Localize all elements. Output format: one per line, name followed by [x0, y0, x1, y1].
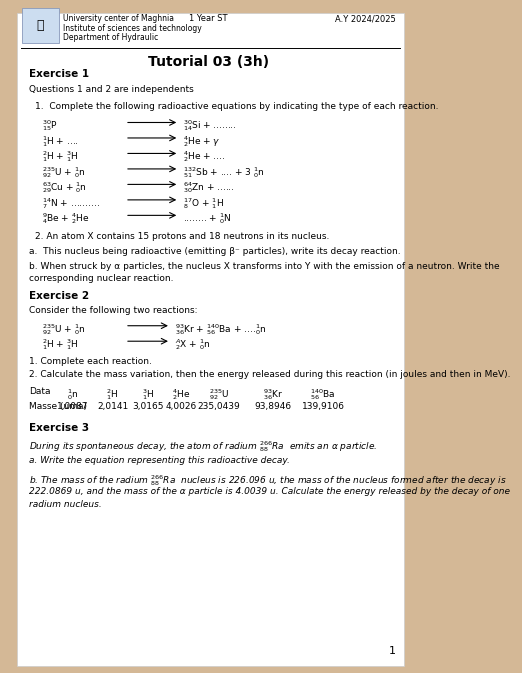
Text: 222.0869 u, and the mass of the α particle is 4.0039 u. Calculate the energy rel: 222.0869 u, and the mass of the α partic…	[29, 487, 510, 495]
Text: $^{63}_{29}$Cu + $^{1}_{0}$n: $^{63}_{29}$Cu + $^{1}_{0}$n	[42, 180, 87, 195]
Text: 3,0165: 3,0165	[132, 402, 164, 411]
Text: $^{93}_{36}$Kr + $^{140}_{56}$Ba + ....$^{1}_{0}$n: $^{93}_{36}$Kr + $^{140}_{56}$Ba + ....$…	[175, 322, 266, 336]
Text: Department of Hydraulic: Department of Hydraulic	[63, 33, 159, 42]
Text: 2. An atom X contains 15 protons and 18 neutrons in its nucleus.: 2. An atom X contains 15 protons and 18 …	[35, 232, 330, 241]
Text: Exercise 2: Exercise 2	[29, 291, 89, 301]
Text: $^{30}_{14}$Si + ........: $^{30}_{14}$Si + ........	[183, 118, 237, 133]
Text: 1 Year ST: 1 Year ST	[189, 14, 228, 23]
Text: ........ + $^{1}_{0}$N: ........ + $^{1}_{0}$N	[183, 211, 232, 226]
Text: $^{93}_{36}$Kr: $^{93}_{36}$Kr	[263, 387, 283, 402]
FancyBboxPatch shape	[17, 13, 404, 666]
Text: $^{9}_{4}$Be + $^{4}_{2}$He: $^{9}_{4}$Be + $^{4}_{2}$He	[42, 211, 89, 226]
Text: 1: 1	[389, 646, 396, 656]
Text: b. The mass of the radium $^{266}_{88}Ra$  nucleus is 226.096 u, the mass of the: b. The mass of the radium $^{266}_{88}Ra…	[29, 473, 507, 488]
Text: corresponding nuclear reaction.: corresponding nuclear reaction.	[29, 274, 174, 283]
Text: University center of Maghnia: University center of Maghnia	[63, 14, 174, 23]
Text: $^{64}_{30}$Zn + ......: $^{64}_{30}$Zn + ......	[183, 180, 235, 195]
Text: $^{1}_{0}$n: $^{1}_{0}$n	[67, 387, 79, 402]
FancyBboxPatch shape	[22, 8, 59, 43]
Text: radium nucleus.: radium nucleus.	[29, 500, 102, 509]
Text: b. When struck by α particles, the nucleus X transforms into Y with the emission: b. When struck by α particles, the nucle…	[29, 262, 500, 271]
Text: $^{235}_{92}$U + $^{1}_{0}$n: $^{235}_{92}$U + $^{1}_{0}$n	[42, 322, 85, 336]
Text: 235,0439: 235,0439	[197, 402, 240, 411]
Text: Consider the following two reactions:: Consider the following two reactions:	[29, 306, 198, 315]
Text: $^{14}_{7}$N + ..........: $^{14}_{7}$N + ..........	[42, 196, 100, 211]
Text: 1,0087: 1,0087	[57, 402, 89, 411]
Text: 🏛: 🏛	[37, 19, 44, 32]
Text: $^{4}_{2}$He + $\gamma$: $^{4}_{2}$He + $\gamma$	[183, 134, 221, 149]
Text: $^{A}_{2}$X + $^{1}_{0}$n: $^{A}_{2}$X + $^{1}_{0}$n	[175, 337, 211, 352]
Text: $^{4}_{2}$He + ....: $^{4}_{2}$He + ....	[183, 149, 226, 164]
Text: $^{3}_{1}$H: $^{3}_{1}$H	[142, 387, 154, 402]
Text: 1. Complete each reaction.: 1. Complete each reaction.	[29, 357, 152, 365]
Text: $^{1}_{1}$H + ....: $^{1}_{1}$H + ....	[42, 134, 78, 149]
Text: Masse (uma): Masse (uma)	[29, 402, 87, 411]
Text: $^{4}_{2}$He: $^{4}_{2}$He	[172, 387, 191, 402]
Text: $^{140}_{56}$Ba: $^{140}_{56}$Ba	[311, 387, 336, 402]
Text: 4,0026: 4,0026	[165, 402, 197, 411]
Text: Exercise 1: Exercise 1	[29, 69, 89, 79]
Text: A.Y 2024/2025: A.Y 2024/2025	[335, 14, 396, 23]
Text: $^{2}_{1}$H + $^{3}_{1}$H: $^{2}_{1}$H + $^{3}_{1}$H	[42, 337, 78, 352]
Text: Data: Data	[29, 387, 51, 396]
Text: Tutorial 03 (3h): Tutorial 03 (3h)	[148, 55, 269, 69]
Text: $^{2}_{1}$H: $^{2}_{1}$H	[106, 387, 118, 402]
Text: a. Write the equation representing this radioactive decay.: a. Write the equation representing this …	[29, 456, 290, 465]
Text: 1.  Complete the following radioactive equations by indicating the type of each : 1. Complete the following radioactive eq…	[35, 102, 439, 110]
Text: During its spontaneous decay, the atom of radium $^{266}_{88}Ra$  emits an $\alp: During its spontaneous decay, the atom o…	[29, 439, 377, 454]
Text: a.  This nucleus being radioactive (emitting β⁻ particles), write its decay reac: a. This nucleus being radioactive (emitt…	[29, 247, 401, 256]
Text: $^{30}_{15}$P: $^{30}_{15}$P	[42, 118, 57, 133]
Text: $^{235}_{92}$U: $^{235}_{92}$U	[209, 387, 229, 402]
Text: $^{132}_{51}$Sb + .... + 3 $^{1}_{0}$n: $^{132}_{51}$Sb + .... + 3 $^{1}_{0}$n	[183, 165, 265, 180]
Text: $^{17}_{8}$O + $^{1}_{1}$H: $^{17}_{8}$O + $^{1}_{1}$H	[183, 196, 224, 211]
Text: $^{2}_{1}$H + $^{3}_{1}$H: $^{2}_{1}$H + $^{3}_{1}$H	[42, 149, 78, 164]
Text: $^{235}_{92}$U + $^{1}_{0}$n: $^{235}_{92}$U + $^{1}_{0}$n	[42, 165, 85, 180]
Text: Exercise 3: Exercise 3	[29, 423, 89, 433]
Text: 93,8946: 93,8946	[254, 402, 291, 411]
Text: 2,0141: 2,0141	[97, 402, 128, 411]
Text: Questions 1 and 2 are independents: Questions 1 and 2 are independents	[29, 85, 194, 94]
Text: 2. Calculate the mass variation, then the energy released during this reaction (: 2. Calculate the mass variation, then th…	[29, 370, 511, 379]
Text: 139,9106: 139,9106	[302, 402, 345, 411]
Text: Institute of sciences and technology: Institute of sciences and technology	[63, 24, 202, 32]
